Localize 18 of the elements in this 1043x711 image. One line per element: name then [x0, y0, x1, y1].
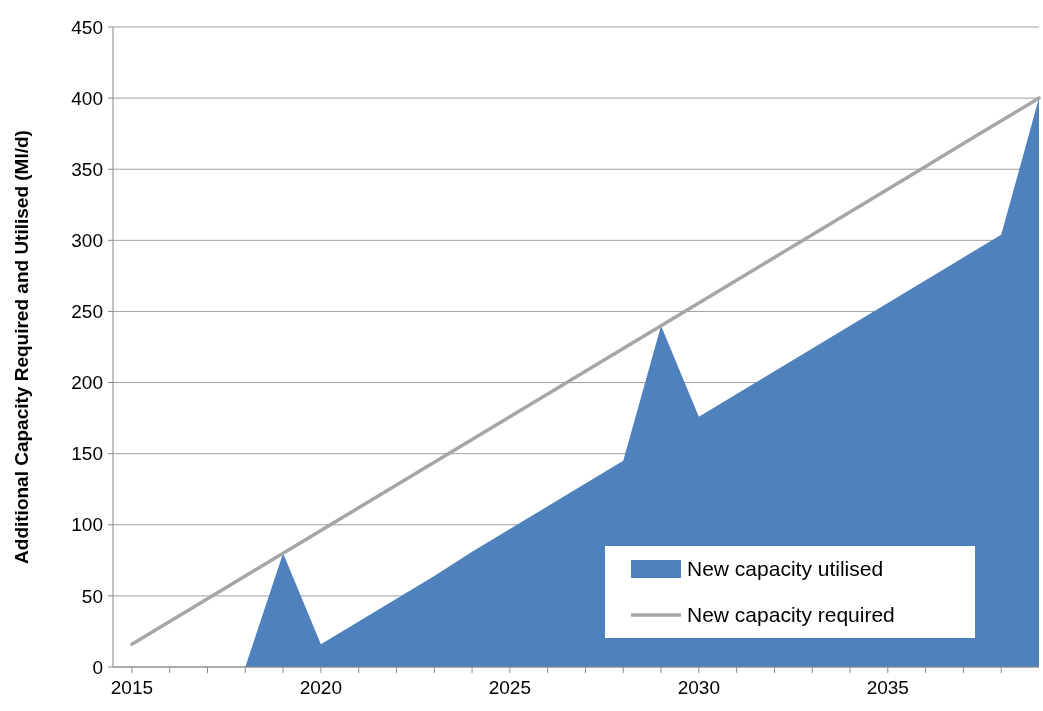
y-tick-label: 400: [71, 87, 103, 109]
y-tick-label: 450: [71, 16, 103, 38]
legend-label: New capacity utilised: [687, 557, 884, 581]
y-tick-label: 200: [71, 372, 103, 394]
legend-label: New capacity required: [687, 603, 895, 627]
y-tick-label: 0: [92, 656, 103, 678]
y-tick-label: 50: [81, 585, 103, 607]
y-tick-label: 100: [71, 514, 103, 536]
y-tick-label: 350: [71, 158, 103, 180]
y-tick-label: 250: [71, 301, 103, 323]
y-axis-title: Additional Capacity Required and Utilised (Ml/d): [11, 130, 32, 564]
x-tick-label: 2015: [110, 677, 154, 698]
y-tick-label: 150: [71, 443, 103, 465]
x-tick-label: 2020: [299, 677, 343, 698]
x-tick-label: 2025: [488, 677, 531, 698]
x-tick-label: 2030: [677, 677, 720, 698]
y-tick-label: 300: [71, 229, 103, 251]
x-tick-label: 2035: [866, 677, 909, 698]
